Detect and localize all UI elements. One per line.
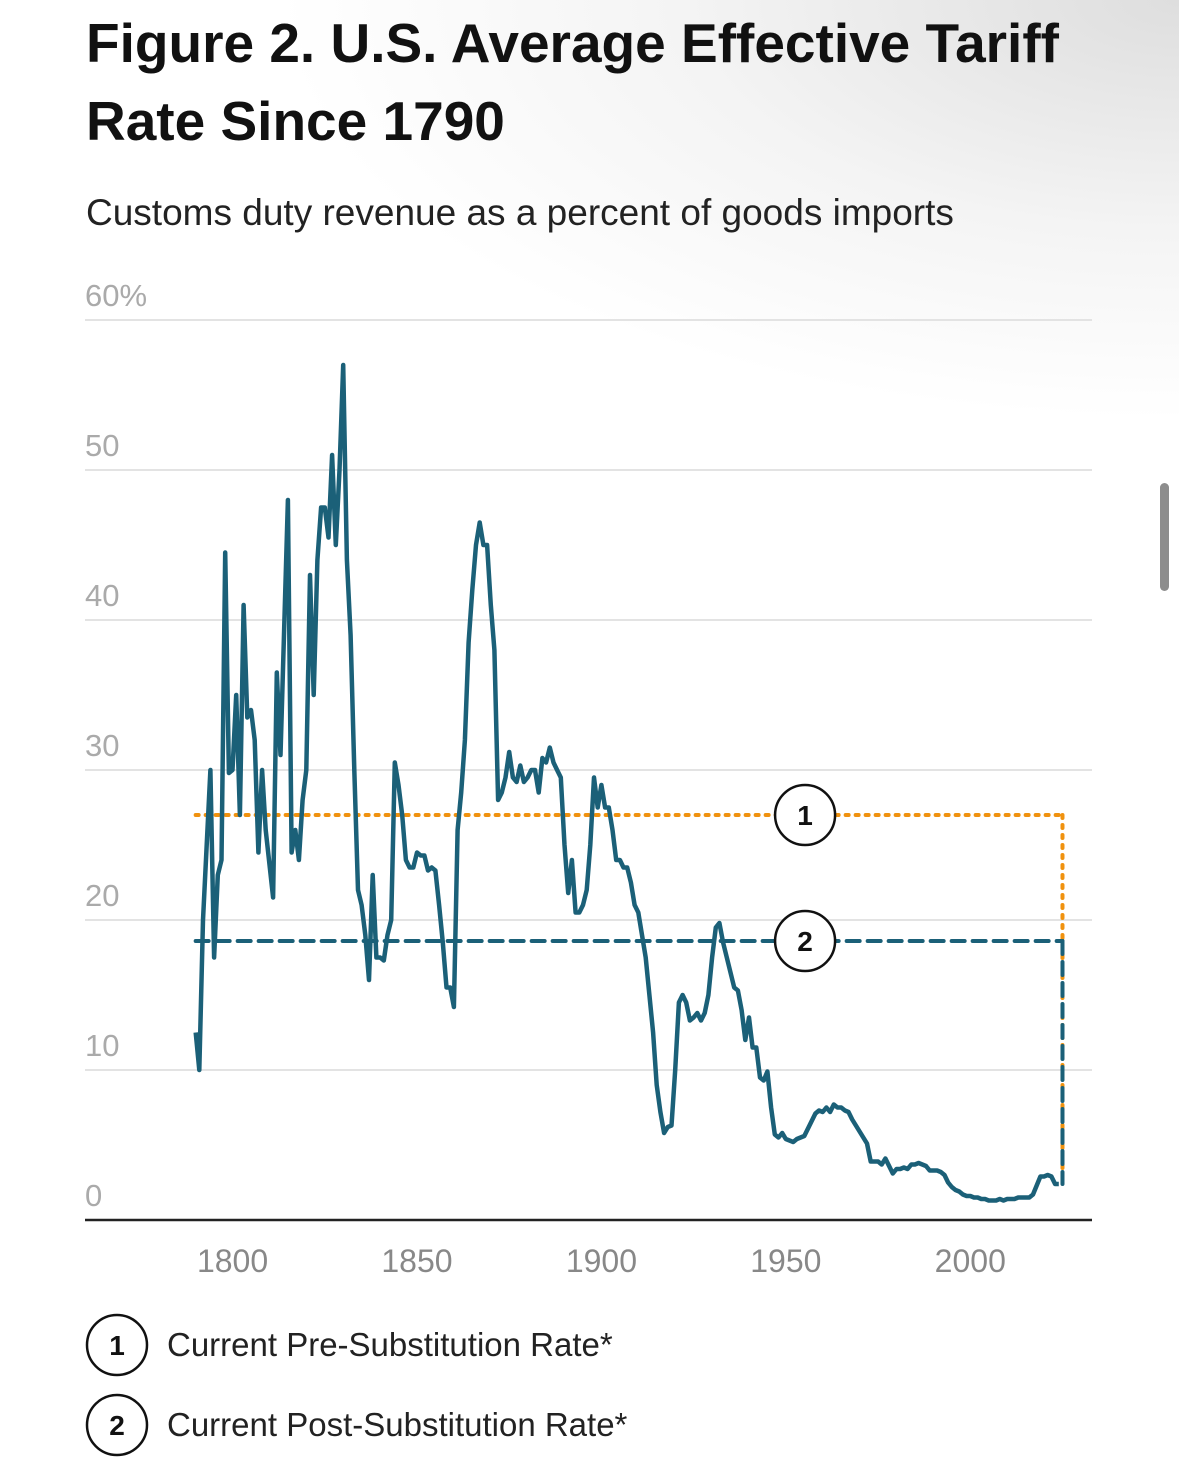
- legend-badge: [85, 1393, 149, 1457]
- x-tick-label: 1850: [381, 1243, 452, 1279]
- chart-subtitle: Customs duty revenue as a percent of goo…: [86, 192, 954, 233]
- reference-badge-label: 1: [797, 800, 813, 831]
- y-tick-label: 50: [85, 428, 119, 463]
- reference-badge: [773, 783, 837, 847]
- legend-text: Current Pre-Substitution Rate*: [167, 1326, 613, 1363]
- y-tick-label: 10: [85, 1028, 119, 1063]
- x-tick-label: 1800: [197, 1243, 268, 1279]
- legend-text: Current Post-Substitution Rate*: [167, 1406, 628, 1443]
- y-tick-label: 20: [85, 878, 119, 913]
- scrollbar: [1160, 483, 1169, 591]
- data-line: [193, 362, 1059, 1203]
- legend-badge-label: 1: [109, 1330, 125, 1361]
- x-tick-label: 1900: [566, 1243, 637, 1279]
- x-tick-label: 1950: [750, 1243, 821, 1279]
- legend-badge: [85, 1313, 149, 1377]
- y-tick-label: 60%: [85, 278, 147, 313]
- y-tick-label: 40: [85, 578, 119, 613]
- legend-badge-label: 2: [109, 1410, 125, 1441]
- y-tick-label: 30: [85, 728, 119, 763]
- x-tick-label: 2000: [935, 1243, 1006, 1279]
- reference-badge-label: 2: [797, 926, 813, 957]
- reference-badge: [773, 909, 837, 973]
- chart-title: Figure 2. U.S. Average Effective Tariff …: [86, 12, 1059, 152]
- y-tick-label: 0: [85, 1178, 102, 1213]
